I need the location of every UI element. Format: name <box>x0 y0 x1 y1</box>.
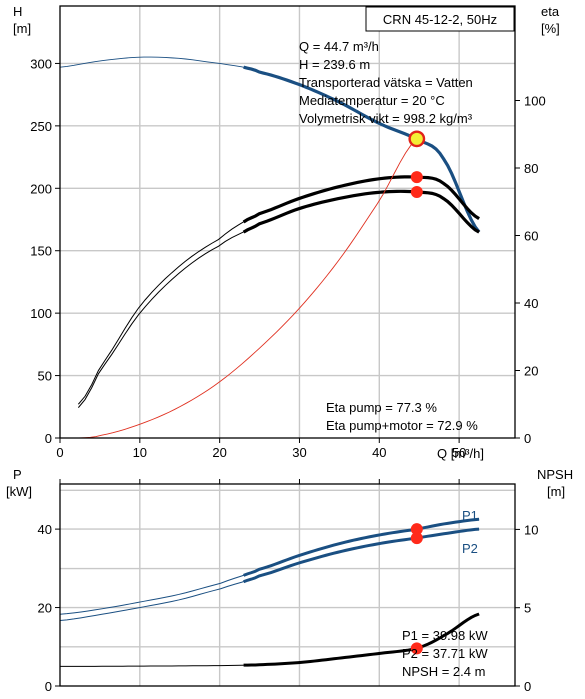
y-right-tick-label: 60 <box>524 229 538 244</box>
marker-p2-curve <box>410 532 423 545</box>
y-right-label-bottom-1: NPSH <box>537 467 573 482</box>
y-left-tick-label: 200 <box>30 181 52 196</box>
info-temperature: Mediatemperatur = 20 °C <box>299 93 445 108</box>
marker-eta-motor-curve <box>410 185 423 198</box>
y-right-tick-label-bottom: 0 <box>524 679 531 694</box>
y-left-tick-label: 300 <box>30 56 52 71</box>
head-curve-thick <box>243 65 481 233</box>
p1-legend-label: P1 <box>462 508 478 523</box>
y-left-tick-label: 50 <box>38 369 52 384</box>
x-tick-label: 20 <box>212 445 226 460</box>
eta-pump-curve-thick <box>242 175 480 224</box>
x-tick-label: 0 <box>56 445 63 460</box>
system-curve <box>79 138 418 439</box>
info-liquid: Transporterad vätska = Vatten <box>299 75 473 90</box>
info-p1: P1 = 39.98 kW <box>402 628 488 643</box>
info-p2: P2 = 37.71 kW <box>402 646 488 661</box>
x-axis-label: Q [m³/h] <box>437 446 484 461</box>
y-left-label-top-1: H <box>13 4 22 19</box>
y-right-label-top-1: eta <box>541 4 560 19</box>
y-left-label-top-2: [m] <box>13 21 31 36</box>
eta-pump-curve-thin <box>77 176 480 405</box>
y-right-tick-label: 80 <box>524 161 538 176</box>
y-right-label-bottom-2: [m] <box>547 484 565 499</box>
bottom-chart-series <box>59 517 480 667</box>
y-right-tick-label: 40 <box>524 296 538 311</box>
info-q: Q = 44.7 m³/h <box>299 39 379 54</box>
bottom-chart-grid <box>60 484 515 686</box>
y-left-tick-label: 150 <box>30 244 52 259</box>
info-npsh: NPSH = 2.4 m <box>402 664 485 679</box>
y-left-label-bottom-2: [kW] <box>6 484 32 499</box>
y-left-tick-label-bottom: 40 <box>38 522 52 537</box>
p2-legend-label: P2 <box>462 541 478 556</box>
duty-point-marker <box>408 130 426 148</box>
bottom-chart-frame <box>59 483 516 687</box>
npsh-curve-thick <box>243 612 480 667</box>
marker-p1-curve <box>410 523 423 536</box>
y-right-label-top-2: [%] <box>541 21 560 36</box>
y-left-tick-label: 0 <box>45 431 52 446</box>
y-right-tick-label: 100 <box>524 94 546 109</box>
eta-motor-curve-thick <box>242 189 480 234</box>
operating-point-markers <box>408 130 426 655</box>
top-chart-grid <box>60 6 515 438</box>
y-left-tick-label: 100 <box>30 306 52 321</box>
info-density: Volymetrisk vikt = 998.2 kg/m³ <box>299 111 473 126</box>
bottom-chart-ticks: 0 20 40 0 5 10 <box>38 479 538 694</box>
y-right-tick-label: 20 <box>524 364 538 379</box>
x-tick-label: 50 <box>452 445 466 460</box>
y-right-tick-label-bottom: 5 <box>524 601 531 616</box>
eta-pump-text: Eta pump = 77.3 % <box>326 400 437 415</box>
info-h: H = 239.6 m <box>299 57 370 72</box>
y-left-label-bottom-1: P <box>13 467 22 482</box>
x-tick-label: 10 <box>133 445 147 460</box>
chart-title: CRN 45-12-2, 50Hz <box>383 12 497 27</box>
p2-curve-thick <box>243 527 480 584</box>
p1-curve-thick <box>243 517 480 577</box>
y-left-tick-label-bottom: 20 <box>38 601 52 616</box>
top-chart-ticks: 0 10 20 30 40 50 0 50 100 150 200 250 300 0 20 40 60 80 10… <box>30 56 545 460</box>
marker-eta-pump-curve <box>410 171 423 184</box>
y-right-tick-label-bottom: 10 <box>524 522 538 537</box>
top-chart-frame <box>59 5 516 439</box>
y-left-tick-label: 250 <box>30 119 52 134</box>
y-right-tick-label: 0 <box>524 431 531 446</box>
title-box <box>365 6 515 32</box>
x-tick-label: 40 <box>372 445 386 460</box>
x-tick-label: 30 <box>292 445 306 460</box>
y-left-tick-label-bottom: 0 <box>45 679 52 694</box>
marker-npsh-curve <box>410 642 423 655</box>
eta-pump-motor-text: Eta pump+motor = 72.9 % <box>326 418 478 433</box>
